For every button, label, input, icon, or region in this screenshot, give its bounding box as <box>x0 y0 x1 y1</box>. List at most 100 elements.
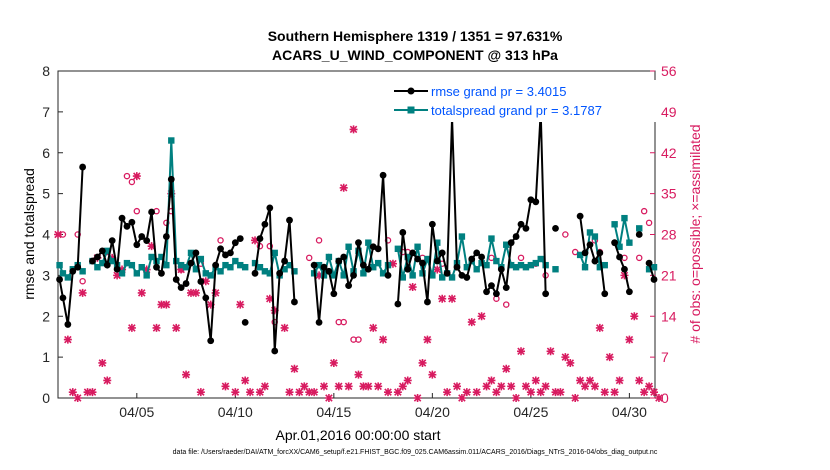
obs-assimilated-point <box>324 394 333 402</box>
rmse-point <box>576 212 584 220</box>
y-tick-label: 3 <box>42 267 50 283</box>
obs-assimilated-point <box>364 382 373 391</box>
obs-assimilated-point <box>201 277 210 286</box>
totalspread-point <box>286 261 293 269</box>
y2-axis-label: # of obs: o=possible; ×=assimilated <box>687 124 703 343</box>
y-tick-label: 8 <box>42 63 50 79</box>
rmse-point <box>177 284 185 292</box>
obs-assimilated-point <box>650 388 659 397</box>
obs-assimilated-point <box>398 382 407 391</box>
legend: rmse grand pr = 3.4015 totalspread grand… <box>392 80 657 122</box>
obs-assimilated-point <box>388 259 397 268</box>
totalspread-point <box>581 264 589 271</box>
obs-assimilated-point <box>472 388 481 397</box>
totalspread-point <box>330 272 338 279</box>
rmse-point <box>497 265 505 273</box>
totalspread-point <box>99 259 106 267</box>
totalspread-point <box>340 272 347 279</box>
obs-assimilated-point <box>408 283 417 292</box>
obs-assimilated-point <box>512 394 521 402</box>
rmse-point <box>74 263 82 271</box>
totalspread-point <box>527 261 535 269</box>
rmse-point <box>350 271 357 279</box>
obs-assimilated-point <box>477 312 486 321</box>
rmse-point <box>162 233 170 240</box>
rmse-point <box>89 257 96 265</box>
rmse-point <box>542 290 550 298</box>
totalspread-point <box>517 261 525 269</box>
rmse-point <box>286 216 293 224</box>
legend-rmse-label: rmse grand pr = 3.4015 <box>431 84 567 99</box>
totalspread-point <box>271 249 278 257</box>
rmse-point <box>596 249 604 257</box>
totalspread-point <box>133 270 141 277</box>
rmse-point <box>167 175 175 183</box>
rmse-point <box>64 321 72 328</box>
rmse-point <box>227 249 234 257</box>
totalspread-point <box>414 243 421 250</box>
legend-box <box>392 80 657 122</box>
totalspread-point <box>596 264 604 271</box>
rmse-point <box>79 163 87 171</box>
rmse-point <box>271 347 279 355</box>
obs-assimilated-point <box>211 288 220 297</box>
obs-assimilated-point <box>108 253 117 262</box>
obs-possible-point <box>355 336 362 343</box>
x-tick-label: 04/10 <box>218 404 253 420</box>
rmse-point <box>148 208 155 216</box>
totalspread-point <box>222 261 229 269</box>
rmse-point <box>438 249 446 257</box>
totalspread-point <box>650 264 658 271</box>
obs-assimilated-point <box>147 242 156 251</box>
totalspread-point <box>232 257 239 265</box>
rmse-point <box>650 276 658 283</box>
totalspread-point <box>56 261 63 269</box>
rmse-point <box>143 237 151 245</box>
obs-assimilated-point <box>576 376 585 385</box>
totalspread-point <box>315 261 323 269</box>
obs-assimilated-point <box>246 388 255 397</box>
rmse-point <box>625 288 633 296</box>
rmse-point <box>359 261 367 269</box>
rmse-point <box>103 261 111 269</box>
obs-assimilated-point <box>315 271 324 280</box>
obs-assimilated-point <box>191 288 200 297</box>
obs-assimilated-point <box>88 388 97 397</box>
obs-assimilated-point <box>349 125 358 134</box>
totalspread-point <box>370 264 377 271</box>
rmse-point <box>404 265 412 273</box>
obs-possible-point <box>640 207 648 215</box>
rmse-point <box>621 265 628 273</box>
y-tick-label: 4 <box>42 227 50 243</box>
rmse-point <box>315 318 323 326</box>
rmse-point <box>601 290 609 298</box>
obs-assimilated-point <box>526 388 535 397</box>
rmse-point <box>98 247 106 255</box>
totalspread-point <box>488 235 495 242</box>
totalspread-point <box>261 268 269 275</box>
totalspread-point <box>601 261 608 269</box>
obs-possible-point <box>79 277 86 285</box>
rmse-point <box>108 237 116 245</box>
obs-assimilated-point <box>354 370 363 379</box>
obs-assimilated-point <box>113 271 122 280</box>
obs-assimilated-point <box>384 388 393 397</box>
totalspread-point <box>576 251 584 259</box>
obs-assimilated-point <box>438 294 447 303</box>
obs-assimilated-point <box>457 394 466 402</box>
totalspread-point <box>586 229 594 236</box>
obs-assimilated-point <box>600 388 609 397</box>
obs-assimilated-point <box>566 358 575 367</box>
obs-assimilated-point <box>73 394 82 402</box>
totalspread-point <box>355 247 362 255</box>
rmse-point <box>113 265 121 273</box>
rmse-point <box>532 198 540 206</box>
obs-assimilated-point <box>206 300 215 309</box>
totalspread-point <box>463 264 471 271</box>
y-tick-label: 1 <box>42 349 50 365</box>
obs-assimilated-point <box>413 394 422 402</box>
rmse-point <box>645 259 653 267</box>
rmse-point <box>394 300 402 308</box>
totalspread-point <box>626 239 633 246</box>
